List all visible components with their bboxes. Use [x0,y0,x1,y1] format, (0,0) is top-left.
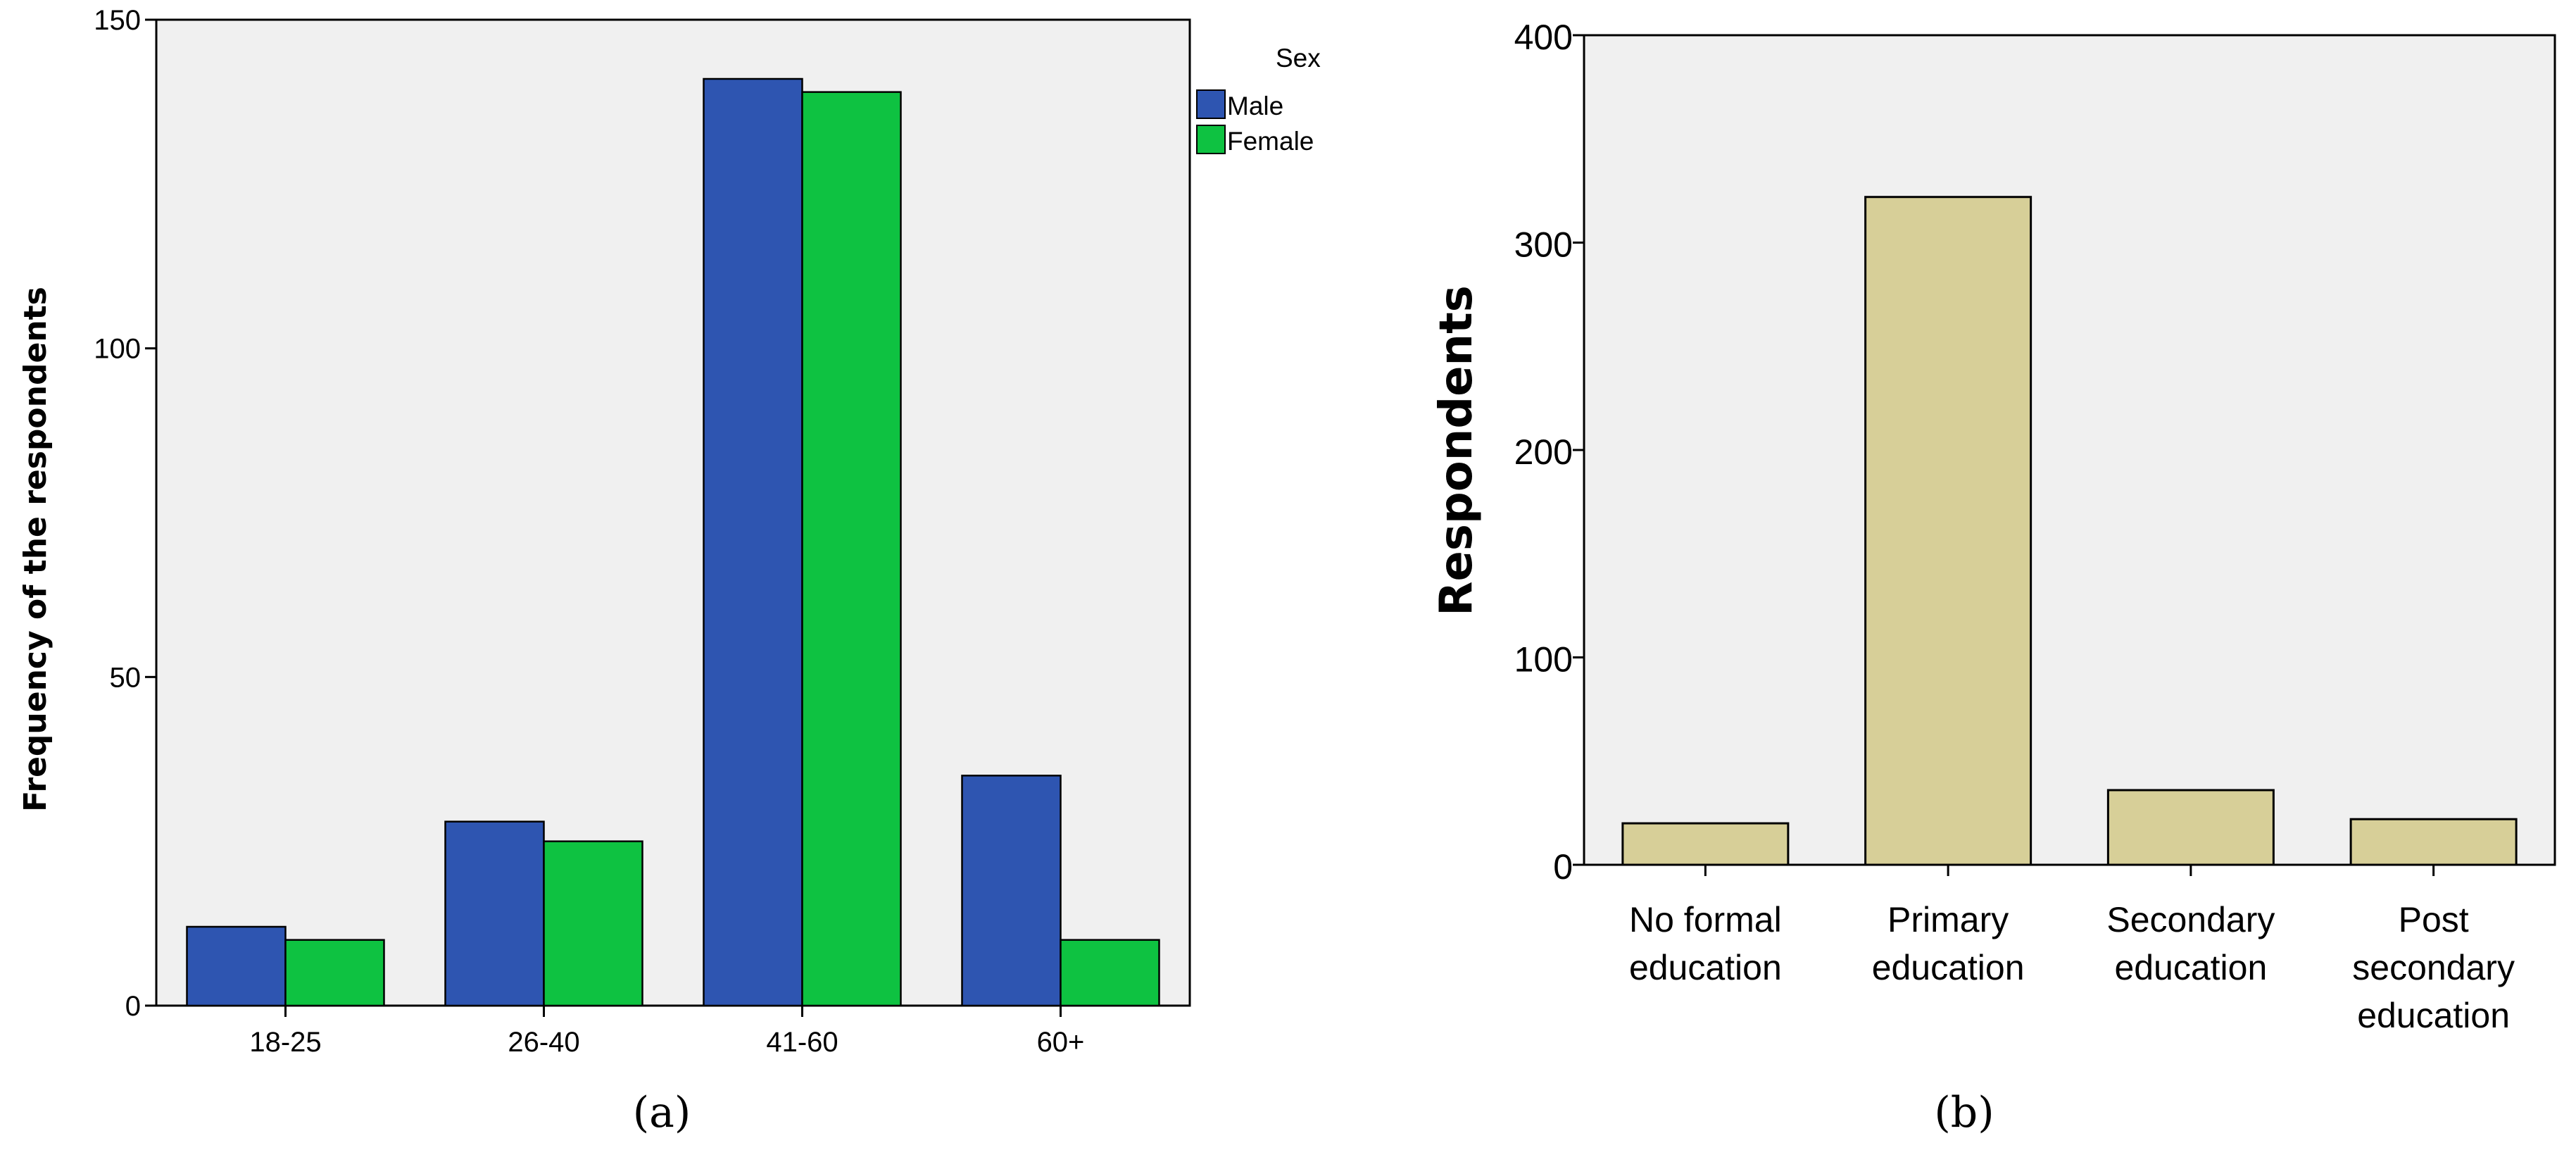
y-tick-label-b: 300 [1514,225,1573,265]
legend-label-male: Male [1227,92,1283,120]
chart-panel-a: 0 50 100 150 18-25 26-40 41-60 60+ Frequency o… [18,5,1321,1137]
x-tick-label-b: No formal education [1629,900,1782,987]
bar-a-male-18-25 [186,925,287,1007]
x-tick-label-a: 60+ [1037,1027,1085,1058]
y-tick-label-a: 50 [110,662,142,693]
x-tick-label-line: No formal [1629,900,1782,939]
bar-a-male-60+ [961,775,1062,1007]
chart-panel-b: 0 100 200 300 400 No formal education Primary e… [1431,18,2556,1137]
legend-title: Sex [1276,44,1321,73]
x-tick-label-line: education [1872,948,2025,987]
bar-a-male-26-40 [444,820,545,1007]
y-axis-label-a: Frequency of the respondents [18,287,54,812]
x-tick-label-a: 18-25 [249,1027,321,1058]
x-axis-a: 18-25 26-40 41-60 60+ [249,1006,1084,1058]
bar-b-3 [2349,818,2518,866]
legend-label-female: Female [1227,127,1314,156]
bar-a-female-41-60 [801,91,902,1007]
x-tick-label-line: education [1629,948,1782,987]
y-axis-a: 0 50 100 150 [94,5,156,1022]
x-tick-label-line: Primary [1887,900,2009,939]
y-axis-b: 0 100 200 300 400 [1514,18,1584,887]
legend-swatch-female [1196,125,1226,154]
y-tick-label-a: 150 [94,5,141,36]
legend-swatch-male [1196,89,1226,119]
x-tick-label-line: secondary [2352,948,2515,987]
y-tick-label-b: 200 [1514,432,1573,472]
y-tick-label-b: 100 [1514,640,1573,680]
y-axis-label-b: Respondents [1431,285,1483,616]
x-tick-label-b: Secondary education [2106,900,2275,987]
bars-b [1621,196,2518,866]
panel-label-b: (b) [1934,1088,1994,1137]
bar-b-2 [2106,789,2275,866]
x-tick-label-line: education [2357,996,2510,1035]
bar-b-1 [1864,196,2032,866]
bars-a [186,77,1160,1007]
x-tick-label-line: Post [2399,900,2469,939]
y-tick-label-b: 0 [1553,847,1573,887]
y-tick-label-a: 100 [94,334,141,365]
bar-b-0 [1621,822,1790,866]
legend-a: Sex Male Female [1196,44,1321,156]
bar-a-female-26-40 [543,840,643,1007]
x-tick-label-b: Post secondary education [2352,900,2515,1035]
bar-a-female-60+ [1060,939,1160,1007]
bar-a-male-41-60 [703,77,803,1007]
x-tick-label-line: education [2114,948,2267,987]
panel-label-a: (a) [633,1088,691,1137]
x-tick-label-a: 41-60 [766,1027,838,1058]
bar-a-female-18-25 [284,939,385,1007]
plot-area-b [1583,34,2556,866]
y-tick-label-b: 400 [1514,18,1573,57]
x-tick-label-a: 26-40 [508,1027,579,1058]
x-tick-label-b: Primary education [1872,900,2025,987]
y-tick-label-a: 0 [125,991,141,1022]
x-tick-label-line: Secondary [2106,900,2275,939]
